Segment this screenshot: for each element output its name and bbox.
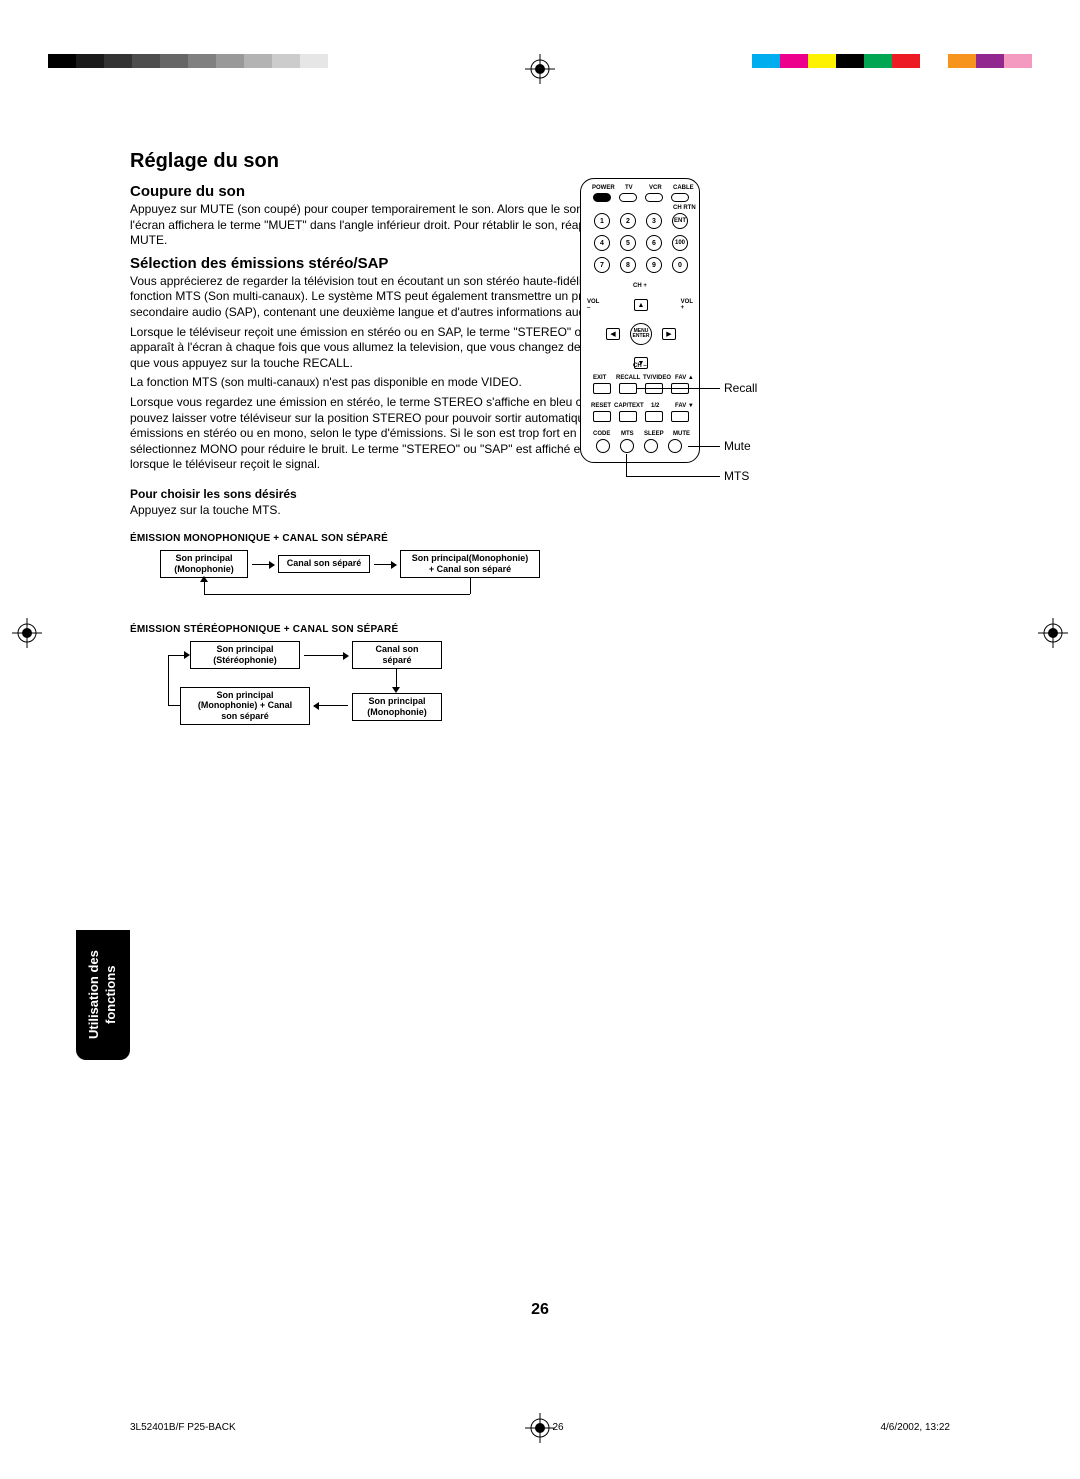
section-choisir-body: Appuyez sur la touche MTS.: [130, 503, 650, 519]
rc-label-tv: TV: [625, 185, 633, 191]
section-stereo-p4: Lorsque vous regardez une émission en st…: [130, 395, 650, 473]
remote-body: POWER TV VCR CABLE CH RTN 1 2 3 ENT 4 5 …: [580, 178, 700, 463]
rc-cable-button[interactable]: [671, 193, 689, 202]
rc-l-mts: MTS: [621, 431, 634, 437]
rc-label-voll: VOL–: [587, 299, 599, 311]
d2-box1: Son principal(Stéréophonie): [190, 641, 300, 669]
section-stereo-p1: Vous apprécierez de regarder la télévisi…: [130, 274, 650, 321]
callout-line-recall: [636, 388, 720, 389]
d1-box1: Son principal(Monophonie): [160, 550, 248, 578]
rc-l-sleep: SLEEP: [644, 431, 664, 437]
rc-12[interactable]: [645, 411, 663, 422]
rc-tv-button[interactable]: [619, 193, 637, 202]
callout-line-mute: [688, 446, 720, 447]
rc-recall[interactable]: [619, 383, 637, 394]
rc-captext[interactable]: [619, 411, 637, 422]
rc-num-3[interactable]: 3: [646, 213, 662, 229]
rc-l-mute: MUTE: [673, 431, 690, 437]
remote-illustration: POWER TV VCR CABLE CH RTN 1 2 3 ENT 4 5 …: [580, 178, 1000, 463]
rc-l-12: 1/2: [651, 403, 659, 409]
callout-line-mts-v: [626, 454, 627, 476]
rc-l-reset: RESET: [591, 403, 611, 409]
rc-label-chrtn: CH RTN: [673, 205, 696, 211]
side-tab: Utilisation desfonctions: [76, 930, 130, 1060]
rc-l-cap: CAP/TEXT: [614, 403, 644, 409]
rc-l-code: CODE: [593, 431, 610, 437]
rc-code[interactable]: [596, 439, 610, 453]
callout-mts: MTS: [724, 469, 749, 483]
rc-power-button[interactable]: [593, 193, 611, 202]
rc-num-5[interactable]: 5: [620, 235, 636, 251]
rc-exit[interactable]: [593, 383, 611, 394]
rc-num-1[interactable]: 1: [594, 213, 610, 229]
section-coupure-title: Coupure du son: [130, 183, 650, 200]
callout-line-mts-h: [626, 476, 720, 477]
rc-menu-enter[interactable]: MENUENTER: [630, 323, 652, 345]
footer: 3L52401B/F P25-BACK 26 4/6/2002, 13:22: [130, 1422, 950, 1433]
rc-mute[interactable]: [668, 439, 682, 453]
rc-label-volr: VOL+: [681, 299, 693, 311]
printer-colorbar-left: [48, 54, 328, 68]
diagram2-title: ÉMISSION STÉRÉOPHONIQUE + CANAL SON SÉPA…: [130, 624, 650, 635]
rc-vcr-button[interactable]: [645, 193, 663, 202]
rc-num-6[interactable]: 6: [646, 235, 662, 251]
rc-up[interactable]: ▲: [634, 299, 648, 311]
rc-label-chplus: CH +: [633, 283, 647, 289]
rc-l-tvvideo: TV/VIDEO: [643, 375, 671, 381]
d2-box3: Son principal(Monophonie) + Canalson sép…: [180, 687, 310, 725]
rc-mts[interactable]: [620, 439, 634, 453]
diagram1-title: ÉMISSION MONOPHONIQUE + CANAL SON SÉPARÉ: [130, 533, 650, 544]
rc-l-favdn: FAV ▼: [675, 403, 694, 409]
page-number: 26: [0, 1301, 1080, 1319]
d1-arrow2: [374, 564, 396, 565]
d1-arrow1: [252, 564, 274, 565]
diagram2: Son principal(Stéréophonie) Canal sonsép…: [160, 641, 650, 751]
diagram1: Son principal(Monophonie) Canal son sépa…: [160, 550, 650, 610]
d2-arrow1: [304, 655, 348, 656]
rc-num-4[interactable]: 4: [594, 235, 610, 251]
printer-colorbar-right: [752, 54, 1032, 68]
d2-arrow3: [314, 705, 348, 706]
registration-mark-left: [12, 618, 42, 648]
rc-right[interactable]: ▶: [662, 328, 676, 340]
rc-label-cable: CABLE: [673, 185, 694, 191]
rc-favdn[interactable]: [671, 411, 689, 422]
registration-mark-right: [1038, 618, 1068, 648]
d1-box3: Son principal(Monophonie)+ Canal son sép…: [400, 550, 540, 578]
callout-recall: Recall: [724, 381, 757, 395]
rc-num-7[interactable]: 7: [594, 257, 610, 273]
rc-num-9[interactable]: 9: [646, 257, 662, 273]
rc-reset[interactable]: [593, 411, 611, 422]
d2-box4: Son principal(Monophonie): [352, 693, 442, 721]
registration-mark-top: [525, 54, 555, 84]
section-stereo-title: Sélection des émissions stéréo/SAP: [130, 255, 650, 272]
callout-mute: Mute: [724, 439, 751, 453]
section-coupure-body: Appuyez sur MUTE (son coupé) pour couper…: [130, 202, 650, 249]
footer-right: 4/6/2002, 13:22: [880, 1422, 950, 1433]
d1-box2: Canal son séparé: [278, 555, 370, 573]
rc-left[interactable]: ◀: [606, 328, 620, 340]
rc-l-exit: EXIT: [593, 375, 606, 381]
rc-l-favup: FAV ▲: [675, 375, 694, 381]
d2-box2: Canal sonséparé: [352, 641, 442, 669]
rc-ent[interactable]: ENT: [672, 213, 688, 229]
rc-num-8[interactable]: 8: [620, 257, 636, 273]
rc-label-power: POWER: [592, 185, 615, 191]
section-choisir-title: Pour choisir les sons désirés: [130, 487, 650, 501]
rc-dpad: ▲ ▼ ◀ ▶ MENUENTER: [606, 299, 676, 369]
page-title: Réglage du son: [130, 150, 650, 173]
rc-num-0[interactable]: 0: [672, 257, 688, 273]
footer-left: 3L52401B/F P25-BACK: [130, 1422, 236, 1433]
rc-l-recall: RECALL: [616, 375, 640, 381]
footer-mid: 26: [552, 1422, 563, 1433]
rc-label-vcr: VCR: [649, 185, 662, 191]
rc-down[interactable]: ▼: [634, 357, 648, 369]
rc-sleep[interactable]: [644, 439, 658, 453]
main-content: Réglage du son Coupure du son Appuyez su…: [130, 150, 650, 755]
rc-100[interactable]: 100: [672, 235, 688, 251]
section-stereo-p3: La fonction MTS (son multi-canaux) n'est…: [130, 375, 650, 391]
section-stereo-p2: Lorsque le téléviseur reçoit une émissio…: [130, 325, 650, 372]
rc-num-2[interactable]: 2: [620, 213, 636, 229]
